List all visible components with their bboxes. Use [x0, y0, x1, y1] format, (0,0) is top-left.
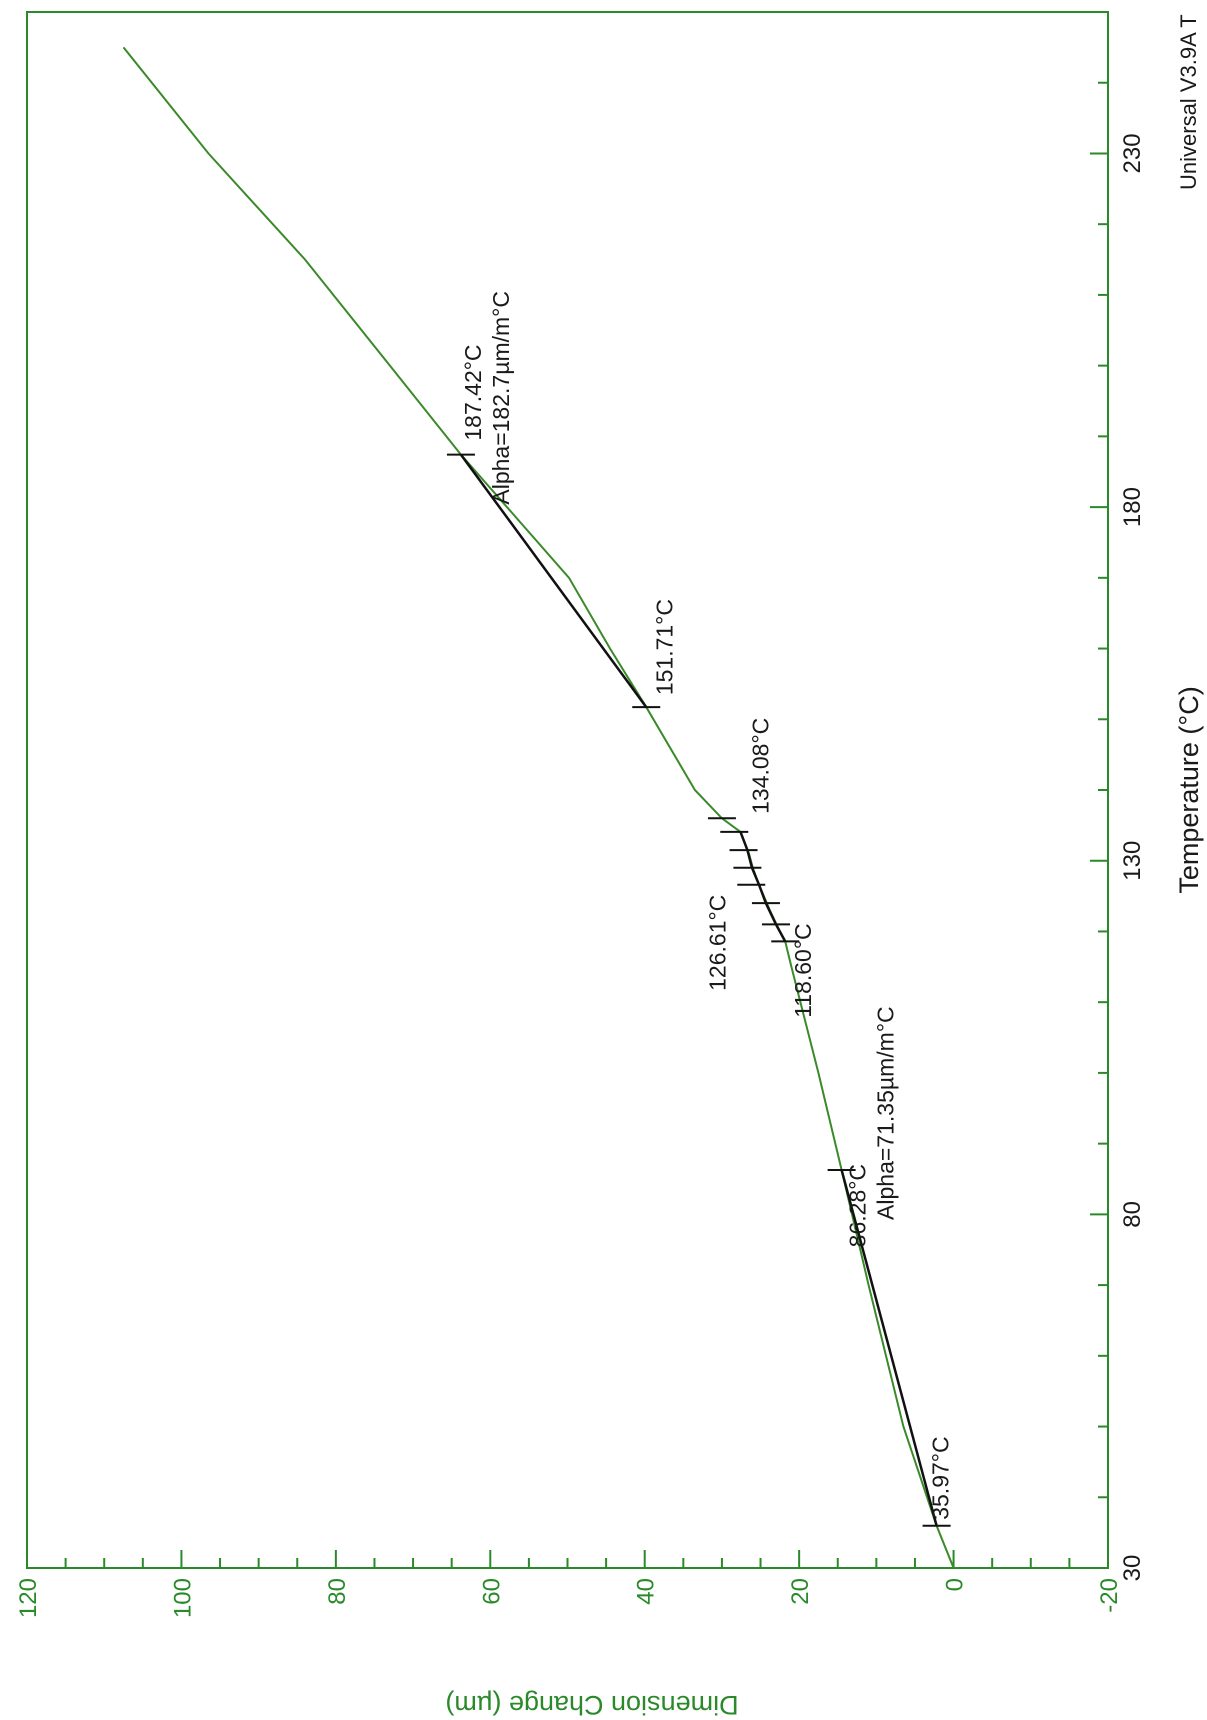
marker-label: 118.60°C [790, 923, 816, 1017]
software-label: Universal V3.9A T [1176, 14, 1201, 190]
marker-label: 35.97°C [928, 1436, 954, 1519]
marker-label: 126.61°C [704, 895, 730, 991]
y-tick-label: -20 [1096, 1578, 1123, 1613]
fit-layer [459, 453, 938, 1527]
plot-frame [26, 11, 1109, 1569]
marker-label: 151.71°C [651, 599, 677, 695]
fit-segment [459, 453, 648, 708]
x-tick-label: 30 [1119, 1555, 1146, 1582]
marker-label: 187.42°C [460, 344, 486, 440]
alpha-annotation: Alpha=71.35µm/m°C [873, 1006, 899, 1220]
marker-label: 134.08°C [747, 718, 773, 814]
dimension-curve [122, 46, 955, 1569]
alpha-annotation: Alpha=182.7µm/m°C [488, 291, 514, 505]
curve-layer [122, 46, 955, 1569]
y-tick-label: 80 [324, 1578, 351, 1605]
y-tick-label: 40 [633, 1578, 660, 1605]
y-axis-title: Dimension Change (µm) [445, 1690, 738, 1720]
fit-segment [840, 1169, 938, 1527]
y-tick-label: 20 [787, 1578, 814, 1605]
x-tick-label: 180 [1119, 487, 1146, 527]
x-tick-label: 130 [1119, 841, 1146, 881]
x-axis-title: Temperature (°C) [1174, 686, 1204, 893]
y-tick-labels: -20 0 20 40 60 80 100 120 [15, 1578, 1123, 1618]
x-tick-label: 230 [1119, 133, 1146, 173]
y-tick-label: 0 [942, 1578, 969, 1591]
axis-ticks [26, 11, 1109, 1569]
x-tick-labels: 30 80 130 180 230 [1119, 133, 1146, 1581]
y-tick-label: 60 [478, 1578, 505, 1605]
y-tick-label: 120 [15, 1578, 42, 1618]
marker-layer [446, 453, 951, 1527]
y-tick-label: 100 [169, 1578, 196, 1618]
marker-label: 86.28°C [845, 1164, 871, 1247]
x-tick-label: 80 [1119, 1201, 1146, 1228]
label-layer: 35.97°C 86.28°C 118.60°C 126.61°C 134.08°C 15… [460, 291, 954, 1520]
